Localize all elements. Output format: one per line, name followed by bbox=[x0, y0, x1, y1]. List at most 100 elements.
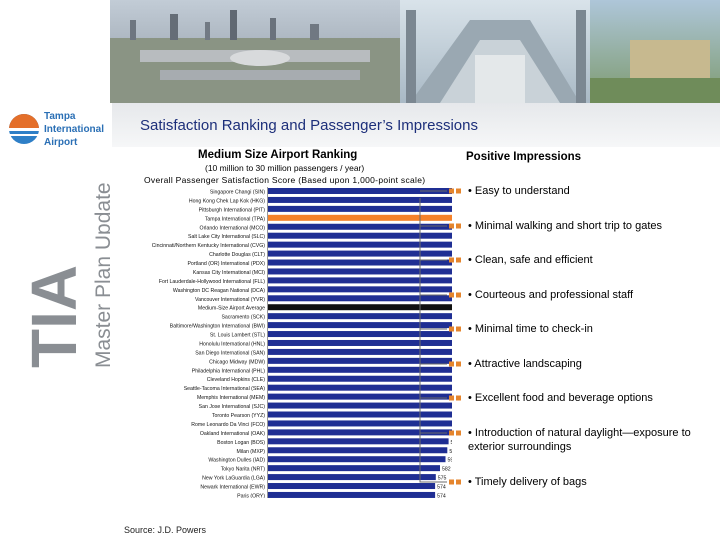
bar bbox=[268, 491, 436, 498]
bar bbox=[268, 331, 452, 338]
tampa-airport-logo: Tampa International Airport bbox=[9, 111, 104, 148]
category-label: Rome Leonardo Da Vinci (FCO) bbox=[191, 422, 265, 428]
bar bbox=[268, 429, 452, 436]
category-label: Washington DC Reagan National (DCA) bbox=[173, 288, 265, 294]
bar bbox=[268, 456, 446, 463]
bar bbox=[268, 366, 452, 373]
category-label: Boston Logan (BOS) bbox=[217, 440, 265, 446]
bar bbox=[268, 313, 452, 320]
bar bbox=[268, 232, 452, 239]
category-label: Hong Kong Chek Lap Kok (HKG) bbox=[189, 198, 265, 204]
banner-photo bbox=[110, 0, 720, 103]
page-title: Satisfaction Ranking and Passenger’s Imp… bbox=[140, 117, 478, 134]
bar bbox=[268, 188, 452, 194]
category-label: Philadelphia International (PHL) bbox=[192, 368, 266, 374]
impression-item: • Clean, safe and efficient bbox=[468, 254, 593, 266]
bar bbox=[268, 223, 452, 230]
category-label: Orlando International (MCO) bbox=[200, 225, 266, 231]
bar bbox=[268, 295, 452, 302]
category-label: Pittsburgh International (PIT) bbox=[199, 207, 266, 213]
category-label: Memphis International (MEM) bbox=[197, 395, 265, 401]
value-label: 591 bbox=[448, 458, 452, 464]
category-label: Medium-Size Airport Average bbox=[198, 306, 265, 312]
category-label: Kansas City International (MCI) bbox=[193, 270, 265, 276]
orange-bullet bbox=[456, 395, 461, 401]
impression-item: • Timely delivery of bags bbox=[468, 476, 587, 488]
orange-bullet bbox=[456, 479, 461, 485]
bar bbox=[268, 214, 452, 221]
svg-text:Airport: Airport bbox=[44, 137, 78, 148]
category-label: Paris (ORY) bbox=[237, 493, 265, 498]
category-label: Portland (OR) International (PDX) bbox=[187, 261, 265, 267]
bar bbox=[268, 447, 448, 454]
impressions-heading: Positive Impressions bbox=[466, 151, 582, 163]
chart-heading: Medium Size Airport Ranking bbox=[198, 149, 358, 161]
category-label: Honolulu International (HNL) bbox=[199, 341, 265, 347]
bar bbox=[268, 250, 452, 257]
sidebar-branding bbox=[0, 103, 112, 540]
category-label: Tampa International (TPA) bbox=[205, 216, 265, 222]
bar bbox=[268, 205, 452, 212]
header-banner bbox=[0, 0, 720, 103]
impression-item: • Courteous and professional staff bbox=[468, 289, 634, 301]
bar bbox=[268, 357, 452, 364]
bar bbox=[268, 286, 452, 293]
impression-item: • Attractive landscaping bbox=[468, 358, 582, 370]
bar bbox=[268, 420, 452, 427]
impression-item: • Introduction of natural daylight—expos… bbox=[468, 427, 691, 453]
bar bbox=[268, 483, 436, 490]
bar bbox=[268, 339, 452, 346]
bar bbox=[268, 304, 452, 311]
impression-item: • Excellent food and beverage options bbox=[468, 392, 653, 404]
bar bbox=[268, 277, 452, 284]
value-label: 594 bbox=[449, 449, 452, 455]
impression-item: • Minimal walking and short trip to gate… bbox=[468, 220, 662, 232]
value-label: 596 bbox=[451, 440, 452, 446]
orange-bullet bbox=[456, 430, 461, 436]
impression-item: • Minimal time to check-in bbox=[468, 323, 593, 335]
bar bbox=[268, 402, 452, 409]
category-label: Vancouver International (YVR) bbox=[195, 297, 265, 303]
bar bbox=[268, 241, 452, 248]
bar bbox=[268, 348, 452, 355]
vertical-title: TIA Master Plan Update bbox=[18, 182, 110, 368]
category-label: Chicago Midway (MDW) bbox=[209, 359, 265, 365]
banner-left-panel bbox=[0, 0, 110, 103]
bar bbox=[268, 465, 440, 472]
bar bbox=[268, 474, 436, 481]
category-label: Toronto Pearson (YYZ) bbox=[212, 413, 265, 419]
category-label: San Jose International (SJC) bbox=[199, 404, 266, 410]
value-label: 574 bbox=[437, 493, 446, 498]
title-bar bbox=[112, 103, 720, 147]
orange-bullet bbox=[456, 188, 461, 194]
ranking-bar-chart: Singapore Changi (SIN)712Hong Kong Chek … bbox=[152, 187, 452, 498]
impression-item: • Easy to understand bbox=[468, 185, 570, 197]
bar bbox=[268, 196, 452, 203]
source-note: Source: J.D. Powers bbox=[124, 525, 207, 535]
category-label: St. Louis Lambert (STL) bbox=[210, 333, 265, 339]
category-label: Washington Dulles (IAD) bbox=[208, 458, 265, 464]
svg-text:International: International bbox=[44, 124, 104, 135]
category-label: Cincinnati/Northern Kentucky Internation… bbox=[152, 243, 266, 249]
category-label: Seattle-Tacoma International (SEA) bbox=[184, 386, 266, 392]
bar bbox=[268, 322, 452, 329]
category-label: Sacramento (SCK) bbox=[221, 315, 265, 321]
category-label: Oakland International (OAK) bbox=[200, 431, 265, 437]
orange-bullet bbox=[456, 361, 461, 367]
bar bbox=[268, 411, 452, 418]
category-label: New York LaGuardia (LGA) bbox=[202, 476, 265, 482]
chart-axis-caption: Overall Passenger Satisfaction Score (Ba… bbox=[144, 175, 426, 185]
bar bbox=[268, 375, 452, 382]
orange-bullet bbox=[456, 257, 461, 263]
value-label: 574 bbox=[437, 485, 446, 491]
category-label: Charlotte Douglas (CLT) bbox=[209, 252, 265, 258]
category-label: Baltimore/Washington International (BWI) bbox=[170, 324, 266, 330]
category-label: Newark International (EWR) bbox=[200, 485, 265, 491]
orange-bullet bbox=[456, 326, 461, 332]
value-label: 575 bbox=[438, 476, 447, 482]
category-label: Cleveland Hopkins (CLE) bbox=[207, 377, 266, 383]
bar bbox=[268, 268, 452, 275]
category-label: Tokyo Narita (NRT) bbox=[221, 467, 266, 473]
bar bbox=[268, 393, 452, 400]
value-label: 582 bbox=[442, 467, 451, 473]
